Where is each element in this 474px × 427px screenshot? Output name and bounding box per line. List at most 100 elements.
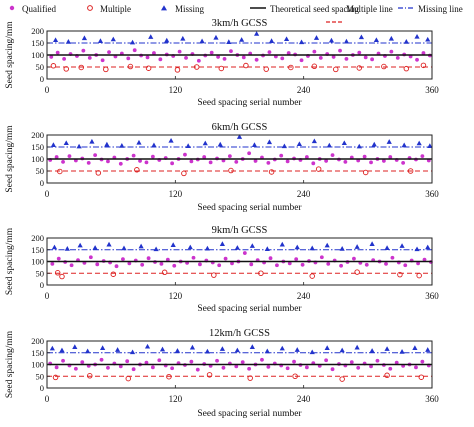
- legend-missing-label: Missing: [175, 4, 205, 14]
- point-qualified: [69, 263, 74, 268]
- point-missing: [339, 246, 345, 251]
- point-qualified: [198, 262, 202, 267]
- y-tick-label: 100: [31, 50, 44, 60]
- point-qualified: [364, 262, 369, 267]
- y-tick-label: 100: [31, 154, 44, 164]
- legend-qualified-marker: [9, 5, 15, 11]
- point-qualified: [266, 160, 271, 165]
- point-missing: [354, 244, 360, 249]
- point-qualified: [234, 364, 239, 369]
- point-qualified: [326, 261, 331, 266]
- point-missing: [136, 139, 142, 145]
- point-qualified: [223, 256, 228, 261]
- series-multiple: [52, 372, 425, 382]
- point-missing: [129, 349, 136, 355]
- point-multiple: [63, 66, 70, 72]
- point-missing: [326, 142, 332, 148]
- point-qualified: [369, 160, 373, 165]
- point-missing: [81, 35, 88, 41]
- point-qualified: [183, 152, 187, 157]
- point-missing: [354, 344, 360, 350]
- point-qualified: [240, 360, 245, 365]
- point-missing: [92, 245, 98, 250]
- point-multiple: [416, 272, 422, 279]
- point-qualified: [330, 367, 335, 372]
- point-qualified: [106, 365, 110, 370]
- legend-item-multiple: Multiple: [87, 4, 131, 14]
- point-qualified: [158, 57, 163, 62]
- point-qualified: [88, 255, 93, 260]
- point-multiple: [418, 374, 425, 380]
- point-missing: [373, 37, 379, 43]
- point-multiple: [403, 65, 410, 72]
- point-qualified: [388, 155, 393, 159]
- point-qualified: [81, 48, 86, 53]
- point-qualified: [61, 358, 65, 363]
- point-qualified: [357, 50, 362, 55]
- point-qualified: [157, 358, 162, 363]
- x-tick-label: 120: [169, 189, 183, 199]
- point-qualified: [304, 155, 309, 159]
- point-multiple: [243, 62, 249, 69]
- point-qualified: [132, 48, 137, 53]
- point-qualified: [209, 50, 214, 55]
- point-multiple: [145, 65, 152, 71]
- point-missing: [76, 143, 82, 149]
- point-missing: [298, 39, 305, 45]
- point-missing: [425, 347, 431, 352]
- point-qualified: [403, 263, 408, 268]
- point-qualified: [86, 160, 91, 165]
- point-qualified: [349, 360, 354, 365]
- y-tick-label: 150: [31, 38, 44, 48]
- point-qualified: [356, 365, 361, 370]
- point-qualified: [107, 50, 111, 55]
- point-qualified: [49, 55, 54, 59]
- point-missing: [425, 36, 431, 42]
- point-qualified: [247, 151, 252, 156]
- point-qualified: [363, 55, 368, 60]
- point-qualified: [150, 154, 155, 159]
- point-missing: [51, 244, 58, 250]
- point-qualified: [395, 55, 400, 60]
- x-tick-label: 360: [425, 394, 439, 404]
- point-missing: [204, 348, 211, 354]
- point-multiple: [127, 63, 134, 70]
- point-qualified: [106, 159, 110, 164]
- point-missing: [187, 244, 193, 250]
- point-qualified: [93, 153, 98, 158]
- point-qualified: [254, 57, 259, 62]
- point-multiple: [263, 66, 269, 72]
- point-missing: [341, 140, 347, 146]
- point-qualified: [54, 365, 59, 370]
- point-qualified: [285, 366, 290, 371]
- point-qualified: [287, 261, 292, 266]
- x-tick-label: 240: [297, 85, 311, 95]
- point-missing: [170, 242, 176, 247]
- point-qualified: [189, 359, 194, 364]
- point-missing: [249, 243, 255, 248]
- point-qualified: [330, 153, 335, 158]
- point-qualified: [416, 261, 420, 266]
- point-qualified: [267, 50, 272, 55]
- y-tick-label: 0: [40, 383, 44, 393]
- series-multiple: [54, 269, 422, 280]
- x-tick-label: 0: [45, 291, 50, 301]
- point-multiple: [193, 64, 200, 70]
- point-missing: [52, 37, 59, 43]
- point-missing: [104, 141, 110, 147]
- point-qualified: [311, 161, 316, 166]
- point-qualified: [165, 257, 170, 262]
- series-multiple: [57, 166, 414, 177]
- point-qualified: [55, 50, 60, 55]
- y-axis-label: Seed spacing/mm: [5, 330, 15, 398]
- y-tick-label: 200: [31, 26, 44, 36]
- point-qualified: [420, 359, 425, 364]
- point-missing: [72, 344, 78, 350]
- x-tick-label: 240: [297, 394, 311, 404]
- point-missing: [85, 348, 91, 354]
- point-qualified: [241, 55, 246, 60]
- point-missing: [369, 241, 375, 247]
- point-qualified: [292, 359, 296, 364]
- y-axis-label: Seed spacing/mm: [5, 227, 15, 295]
